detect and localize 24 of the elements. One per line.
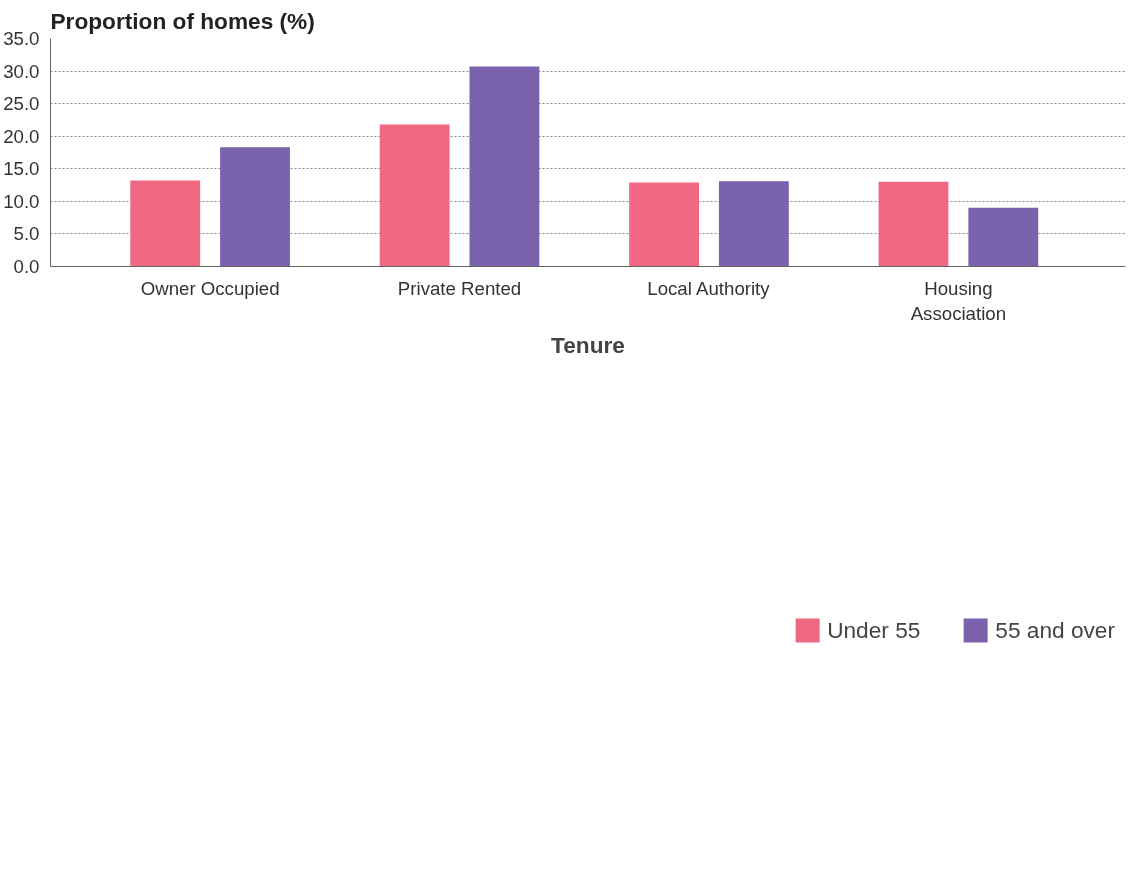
y-tick-label: 25.0: [3, 93, 40, 115]
y-tick-label: 5.0: [13, 223, 40, 245]
x-tick-label: Housing Association: [910, 277, 1007, 324]
x-tick-label: Owner Occupied: [140, 277, 280, 299]
bar: [629, 182, 699, 267]
bar: [469, 66, 540, 267]
y-tick-label: 15.0: [3, 158, 40, 180]
bar: [130, 180, 201, 267]
y-tick-label: 35.0: [3, 28, 40, 49]
bar: [718, 181, 789, 267]
y-axis-title: Proportion of homes (%): [50, 7, 315, 34]
y-tick-label: 10.0: [3, 190, 40, 212]
x-tick-label: Private Rented: [397, 277, 522, 299]
legend-label: Under 55: [827, 616, 921, 644]
y-tick-label: 0.0: [13, 256, 40, 277]
legend-label: 55 and over: [995, 616, 1115, 644]
y-tick-label: 30.0: [3, 60, 40, 82]
bar: [220, 147, 290, 267]
bar: [968, 207, 1039, 267]
bar: [379, 124, 450, 267]
x-axis-title: Tenure: [551, 331, 625, 358]
x-tick-label: Local Authority: [647, 277, 771, 299]
y-tick-label: 20.0: [3, 125, 40, 147]
bar: [878, 181, 949, 267]
